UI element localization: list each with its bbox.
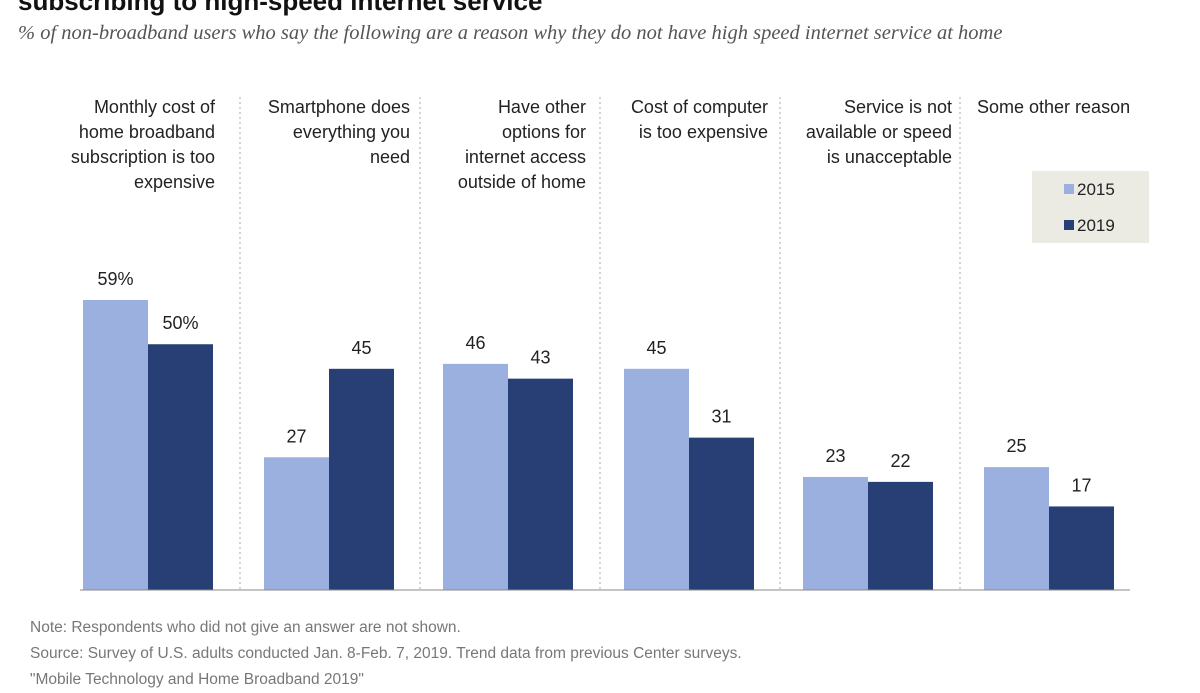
value-label-2015: 45 <box>646 338 666 358</box>
category-label-line: Cost of computer <box>631 97 768 117</box>
bar-2019-3 <box>508 378 573 590</box>
category-label-line: need <box>370 147 410 167</box>
category-label: Have other options for internet access outs… <box>458 97 586 192</box>
category-label: Service is not available or speed is unacc… <box>806 97 952 167</box>
bar-2015-6 <box>984 467 1049 590</box>
category-label-line: everything you <box>293 122 410 142</box>
category-label-line: subscription is too <box>71 147 215 167</box>
category-label-line: Have other <box>498 97 586 117</box>
value-label-2015: 46 <box>465 333 485 353</box>
note-text: Note: Respondents who did not give an an… <box>30 619 461 636</box>
value-label-2019: 43 <box>530 348 550 368</box>
value-label-2015: 23 <box>825 446 845 466</box>
bar-2019-1 <box>148 344 213 590</box>
bar-2019-5 <box>868 481 933 590</box>
bars <box>83 300 1114 590</box>
value-label-2019: 31 <box>711 407 731 427</box>
legend-label-2019: 2019 <box>1077 216 1115 235</box>
chart-title: subscribing to high-speed internet servi… <box>18 0 543 16</box>
bar-2019-4 <box>689 437 754 590</box>
category-label-line: Monthly cost of <box>94 97 216 117</box>
category-label: Monthly cost of home broadband subscriptio… <box>71 97 216 192</box>
bar-2015-1 <box>83 300 148 590</box>
value-label-2015: 27 <box>286 426 306 446</box>
value-label-2019: 22 <box>890 451 910 471</box>
legend: 2015 2019 <box>1032 171 1149 243</box>
category-label-line: is unacceptable <box>827 147 952 167</box>
category-label-line: home broadband <box>79 122 215 142</box>
bar-2015-3 <box>443 363 508 590</box>
category-dividers <box>239 97 961 590</box>
category-label: Smartphone does everything you need <box>268 97 410 167</box>
category-labels: Monthly cost of home broadband subscriptio… <box>71 97 1130 192</box>
bar-2019-6 <box>1049 506 1114 590</box>
category-label-line: Some other reason <box>977 97 1130 117</box>
value-label-2019: 50% <box>162 313 198 333</box>
category-label-line: expensive <box>134 172 215 192</box>
category-label-line: is too expensive <box>639 122 768 142</box>
category-label-line: available or speed <box>806 122 952 142</box>
category-label-line: options for <box>502 122 586 142</box>
category-label-line: Smartphone does <box>268 97 410 117</box>
value-label-2015: 59% <box>97 269 133 289</box>
category-label-line: Service is not <box>844 97 952 117</box>
category-label: Some other reason <box>977 97 1130 117</box>
value-label-2019: 45 <box>351 338 371 358</box>
legend-box <box>1032 171 1149 243</box>
chart-notes: Note: Respondents who did not give an an… <box>30 615 1180 693</box>
bar-2019-2 <box>329 368 394 590</box>
report-title-text: "Mobile Technology and Home Broadband 20… <box>30 671 364 688</box>
legend-swatch-2019 <box>1064 220 1074 230</box>
source-text: Source: Survey of U.S. adults conducted … <box>30 645 742 662</box>
legend-label-2015: 2015 <box>1077 180 1115 199</box>
legend-swatch-2015 <box>1064 184 1074 194</box>
bar-2015-5 <box>803 476 868 590</box>
value-label-2015: 25 <box>1006 436 1026 456</box>
chart-subtitle: % of non-broadband users who say the fol… <box>18 22 1003 44</box>
category-label: Cost of computer is too expensive <box>631 97 768 142</box>
bar-2015-4 <box>624 368 689 590</box>
bar-chart: Monthly cost of home broadband subscriptio… <box>71 97 1149 591</box>
category-label-line: internet access <box>465 147 586 167</box>
value-labels: 59% 27 46 45 23 25 50% 45 43 31 22 17 <box>97 269 1091 495</box>
category-label-line: outside of home <box>458 172 586 192</box>
bar-2015-2 <box>264 457 329 590</box>
value-label-2019: 17 <box>1071 475 1091 495</box>
